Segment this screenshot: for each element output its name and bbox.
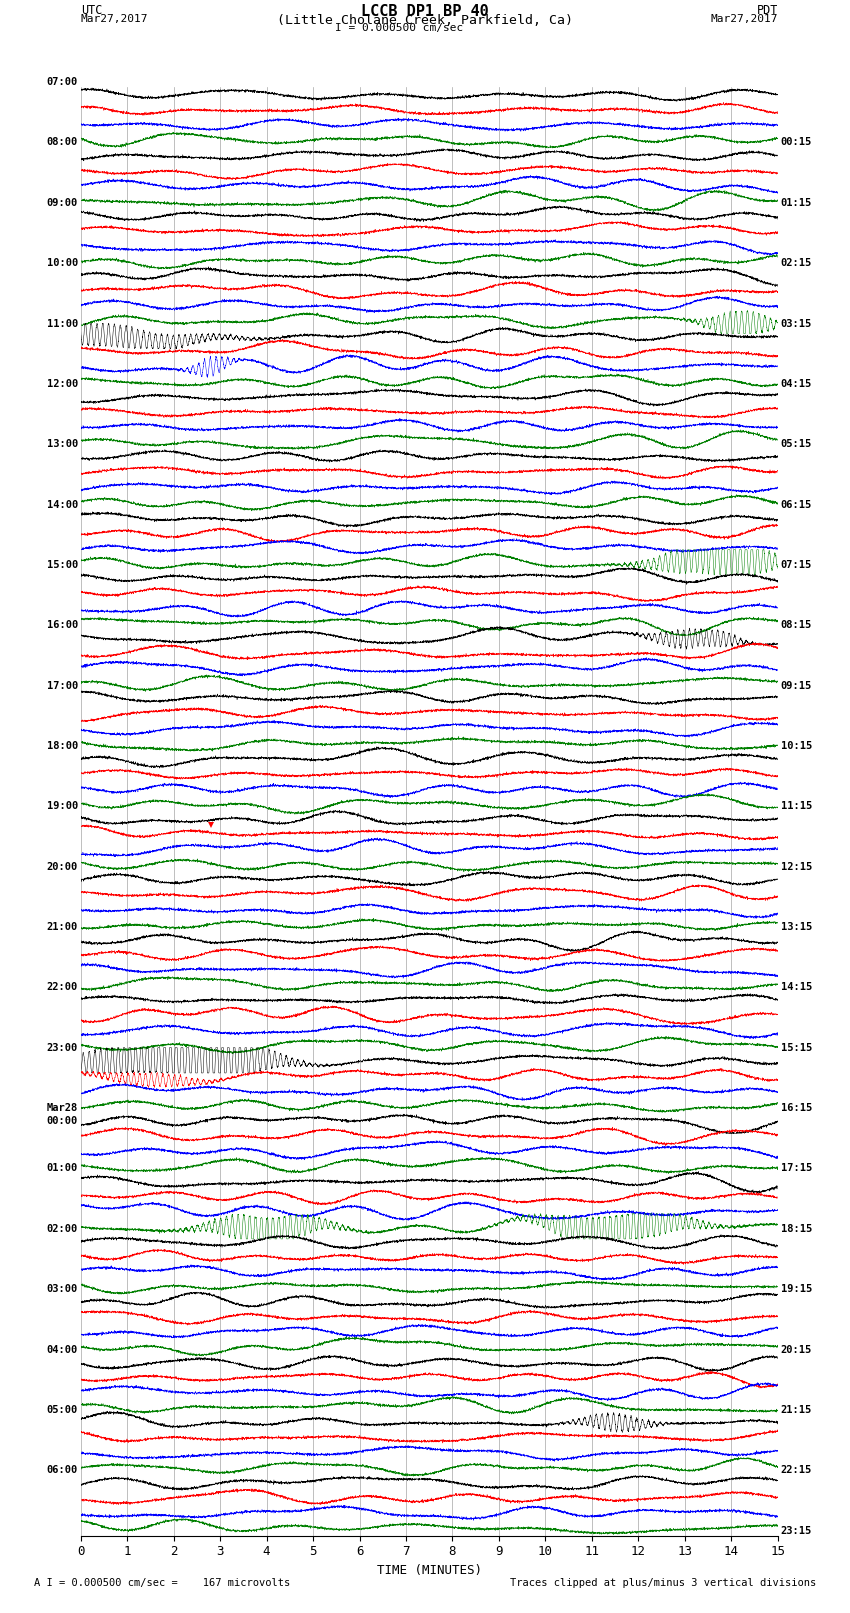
Text: 06:15: 06:15 <box>780 500 812 510</box>
Text: 18:15: 18:15 <box>780 1224 812 1234</box>
Text: 14:00: 14:00 <box>47 500 78 510</box>
Text: UTC: UTC <box>81 5 102 18</box>
Text: 10:00: 10:00 <box>47 258 78 268</box>
Text: 15:00: 15:00 <box>47 560 78 569</box>
Text: 20:15: 20:15 <box>780 1345 812 1355</box>
Text: 05:15: 05:15 <box>780 439 812 448</box>
Text: 09:15: 09:15 <box>780 681 812 690</box>
Text: 00:00: 00:00 <box>47 1116 78 1126</box>
Text: 23:15: 23:15 <box>780 1526 812 1536</box>
Text: 04:15: 04:15 <box>780 379 812 389</box>
Text: Mar28: Mar28 <box>47 1103 78 1113</box>
Text: 02:15: 02:15 <box>780 258 812 268</box>
Text: Mar27,2017: Mar27,2017 <box>711 13 778 24</box>
Text: 11:00: 11:00 <box>47 318 78 329</box>
Text: Traces clipped at plus/minus 3 vertical divisions: Traces clipped at plus/minus 3 vertical … <box>510 1578 816 1587</box>
Text: 11:15: 11:15 <box>780 802 812 811</box>
Text: 01:15: 01:15 <box>780 198 812 208</box>
Text: 16:15: 16:15 <box>780 1103 812 1113</box>
Text: 02:00: 02:00 <box>47 1224 78 1234</box>
Text: 15:15: 15:15 <box>780 1042 812 1053</box>
X-axis label: TIME (MINUTES): TIME (MINUTES) <box>377 1565 482 1578</box>
Text: 20:00: 20:00 <box>47 861 78 871</box>
Text: Mar27,2017: Mar27,2017 <box>81 13 148 24</box>
Text: 00:15: 00:15 <box>780 137 812 147</box>
Text: 03:15: 03:15 <box>780 318 812 329</box>
Text: 12:15: 12:15 <box>780 861 812 871</box>
Text: 17:15: 17:15 <box>780 1163 812 1174</box>
Text: 21:00: 21:00 <box>47 923 78 932</box>
Text: 04:00: 04:00 <box>47 1345 78 1355</box>
Text: I = 0.000500 cm/sec: I = 0.000500 cm/sec <box>336 24 463 34</box>
Text: 01:00: 01:00 <box>47 1163 78 1174</box>
Text: 03:00: 03:00 <box>47 1284 78 1294</box>
Text: 16:00: 16:00 <box>47 621 78 631</box>
Text: 07:00: 07:00 <box>47 77 78 87</box>
Text: 12:00: 12:00 <box>47 379 78 389</box>
Text: 13:15: 13:15 <box>780 923 812 932</box>
Text: 13:00: 13:00 <box>47 439 78 448</box>
Text: 18:00: 18:00 <box>47 740 78 752</box>
Text: 10:15: 10:15 <box>780 740 812 752</box>
Text: A I = 0.000500 cm/sec =    167 microvolts: A I = 0.000500 cm/sec = 167 microvolts <box>34 1578 290 1587</box>
Text: 08:15: 08:15 <box>780 621 812 631</box>
Text: 23:00: 23:00 <box>47 1042 78 1053</box>
Text: 22:00: 22:00 <box>47 982 78 992</box>
Text: 19:15: 19:15 <box>780 1284 812 1294</box>
Text: 07:15: 07:15 <box>780 560 812 569</box>
Text: 19:00: 19:00 <box>47 802 78 811</box>
Text: 08:00: 08:00 <box>47 137 78 147</box>
Text: 06:00: 06:00 <box>47 1465 78 1476</box>
Text: 17:00: 17:00 <box>47 681 78 690</box>
Text: 14:15: 14:15 <box>780 982 812 992</box>
Text: 05:00: 05:00 <box>47 1405 78 1415</box>
Text: 21:15: 21:15 <box>780 1405 812 1415</box>
Text: 09:00: 09:00 <box>47 198 78 208</box>
Text: (Little Cholane Creek, Parkfield, Ca): (Little Cholane Creek, Parkfield, Ca) <box>277 13 573 27</box>
Text: PDT: PDT <box>756 5 778 18</box>
Text: LCCB DP1 BP 40: LCCB DP1 BP 40 <box>361 5 489 19</box>
Text: 22:15: 22:15 <box>780 1465 812 1476</box>
